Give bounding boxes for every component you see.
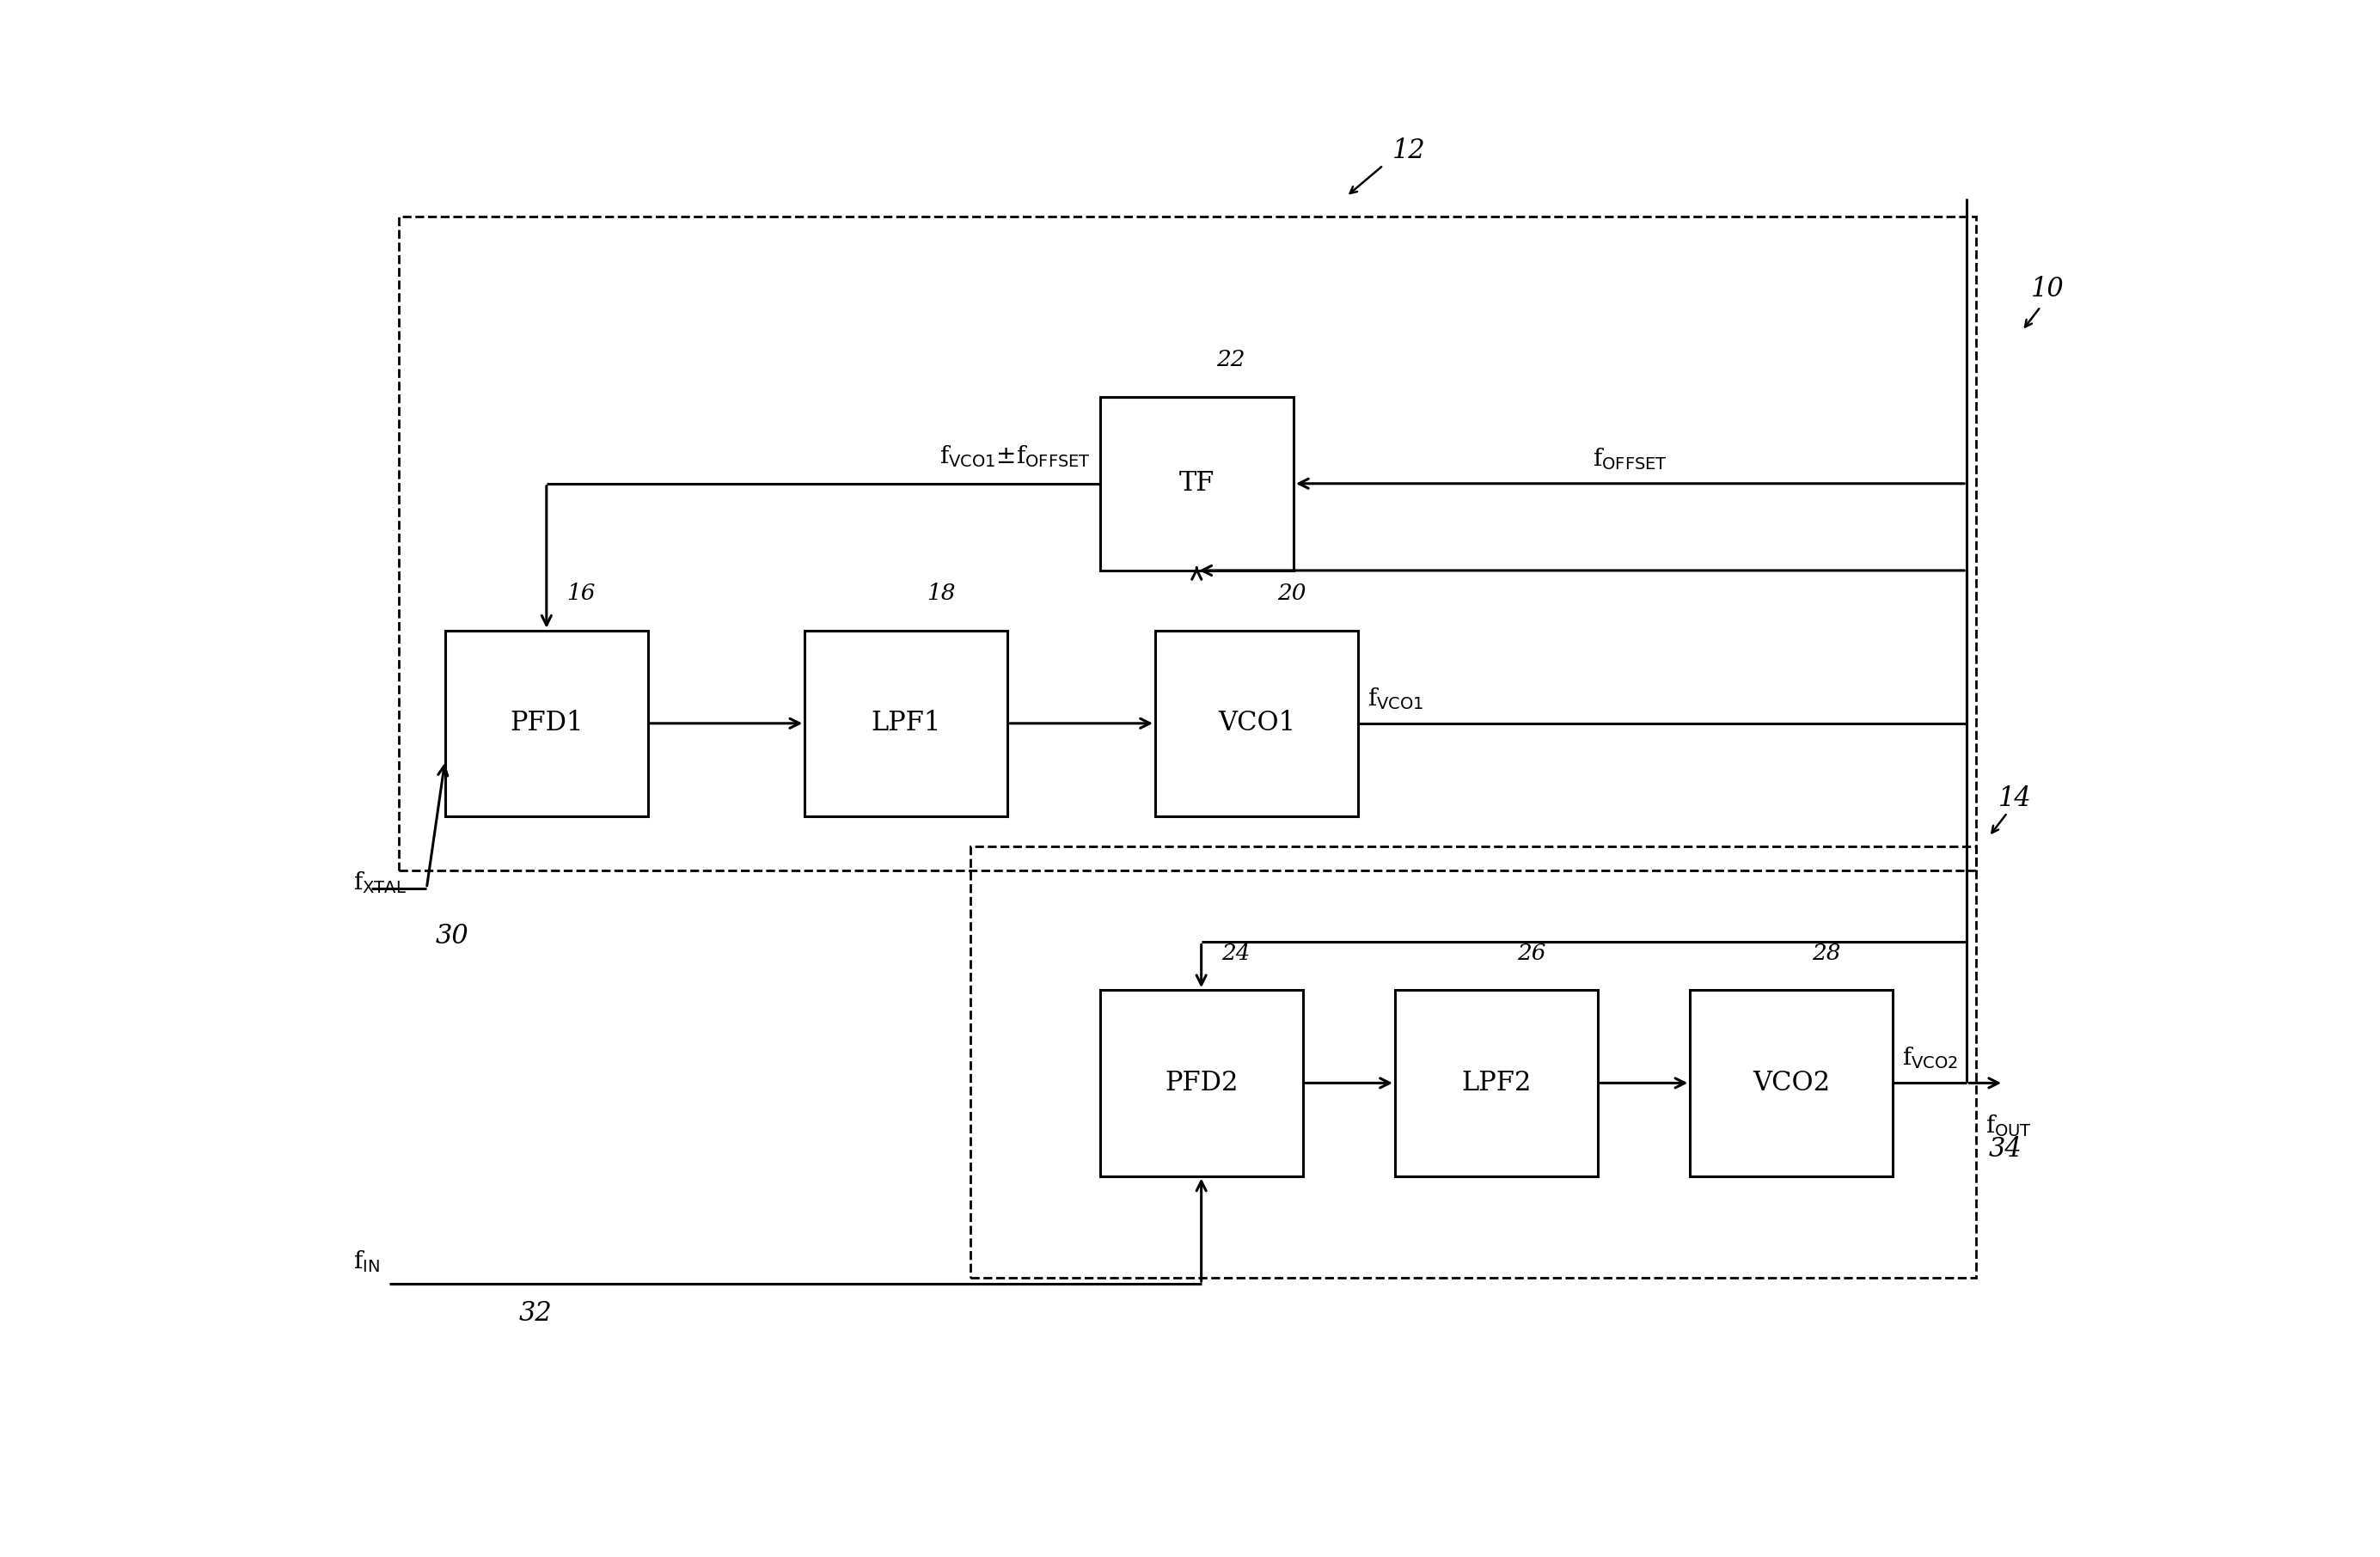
Text: 12: 12 xyxy=(1392,137,1426,163)
Bar xyxy=(1690,990,1892,1176)
Text: f$_{\mathrm{IN}}$: f$_{\mathrm{IN}}$ xyxy=(352,1249,378,1274)
Text: VCO2: VCO2 xyxy=(1752,1070,1830,1096)
Bar xyxy=(1100,990,1302,1176)
Bar xyxy=(1154,631,1359,816)
Text: 18: 18 xyxy=(926,582,954,604)
Text: 26: 26 xyxy=(1516,942,1545,964)
Text: f$_{\mathrm{XTAL}}$: f$_{\mathrm{XTAL}}$ xyxy=(352,869,407,895)
Text: 22: 22 xyxy=(1216,349,1245,371)
Text: 10: 10 xyxy=(2030,276,2063,302)
Bar xyxy=(804,631,1007,816)
Text: 20: 20 xyxy=(1278,582,1307,604)
Bar xyxy=(1395,990,1597,1176)
Text: f$_{\mathrm{VCO2}}$: f$_{\mathrm{VCO2}}$ xyxy=(1902,1045,1959,1071)
Text: f$_{\mathrm{OUT}}$: f$_{\mathrm{OUT}}$ xyxy=(1985,1113,2033,1138)
Text: 28: 28 xyxy=(1811,942,1840,964)
Text: 14: 14 xyxy=(1999,785,2033,811)
Bar xyxy=(400,216,1975,870)
Bar xyxy=(971,847,1975,1278)
Text: LPF2: LPF2 xyxy=(1461,1070,1530,1096)
Text: 24: 24 xyxy=(1221,942,1250,964)
Text: 34: 34 xyxy=(1990,1135,2023,1162)
Text: LPF1: LPF1 xyxy=(871,710,940,736)
Text: PFD2: PFD2 xyxy=(1164,1070,1238,1096)
Text: 32: 32 xyxy=(519,1300,552,1327)
Text: f$_{\mathrm{OFFSET}}$: f$_{\mathrm{OFFSET}}$ xyxy=(1592,445,1668,472)
Text: PFD1: PFD1 xyxy=(509,710,583,736)
Bar xyxy=(1100,397,1295,570)
Bar xyxy=(445,631,647,816)
Text: 30: 30 xyxy=(436,923,469,950)
Text: TF: TF xyxy=(1178,470,1214,497)
Text: f$_{\mathrm{VCO1}}$$\pm$f$_{\mathrm{OFFSET}}$: f$_{\mathrm{VCO1}}$$\pm$f$_{\mathrm{OFFS… xyxy=(940,444,1090,469)
Text: f$_{\mathrm{VCO1}}$: f$_{\mathrm{VCO1}}$ xyxy=(1366,685,1423,712)
Text: VCO1: VCO1 xyxy=(1219,710,1295,736)
Text: 16: 16 xyxy=(566,582,595,604)
